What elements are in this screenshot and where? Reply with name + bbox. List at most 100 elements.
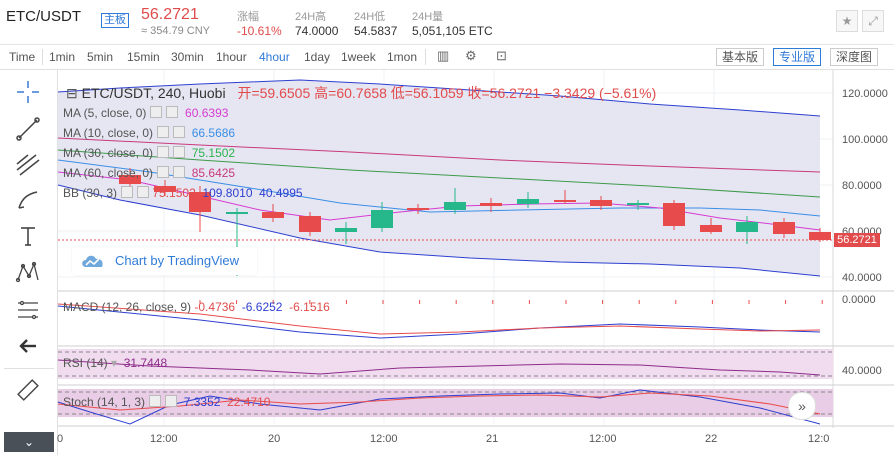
stoch-legend: Stoch (14, 1, 3) 7.3352 22.4710 (63, 395, 271, 409)
candle-body (154, 186, 176, 192)
candle-body (627, 203, 649, 205)
stoch-d-line (57, 392, 821, 415)
macd-legend: MACD (12, 26, close, 9) -0.4736 -6.6252 … (63, 300, 330, 314)
cny-price: ≈ 354.79 CNY (141, 25, 211, 37)
brush-icon[interactable] (14, 186, 42, 214)
change-label: 涨幅 (237, 11, 259, 23)
candle-body (189, 192, 211, 212)
crosshair-icon[interactable] (14, 78, 42, 106)
candle-body (554, 200, 576, 202)
time-axis-label: 20 (268, 433, 281, 445)
star-icon[interactable]: ★ (836, 10, 858, 32)
low-value: 54.5837 (354, 24, 398, 38)
candle-body (335, 228, 357, 232)
chart-toolbar: Time 1min 5min 15min 30min 1hour 4hour 1… (0, 45, 894, 70)
volume-value: 5,051,105 ETC (412, 24, 493, 38)
ohlc-values: 开=59.6505 高=60.7658 低=56.1059 收=56.2721 … (237, 85, 657, 101)
candle-body (663, 203, 685, 226)
board-badge: 主板 (101, 13, 129, 28)
tradingview-logo[interactable]: Chart by TradingView (72, 247, 257, 275)
screenshot-icon[interactable]: ⊡ (496, 48, 507, 63)
candle-body (590, 200, 612, 206)
legend-toggle-icon[interactable]: ⊟ (66, 85, 78, 101)
bb-lower-line (57, 184, 821, 277)
current-price-tag: 56.2721 (834, 233, 880, 247)
symbol-title: ETC/USDT, 240, Huobi (81, 85, 226, 101)
tradingview-cloud-icon (82, 255, 103, 267)
change-value: -10.61% (237, 24, 282, 38)
price-axis-label: 120.0000 (842, 88, 888, 100)
pattern-icon[interactable] (14, 258, 42, 286)
last-price: 56.2721 (141, 6, 199, 23)
ma10-legend: MA (10, close, 0) 66.5686 (63, 126, 236, 140)
candle-body (700, 225, 722, 232)
view-pro-button[interactable]: 专业版 (773, 48, 822, 66)
time-axis-label: 21 (486, 433, 499, 445)
tradingview-text: Chart by TradingView (115, 253, 240, 268)
scroll-to-realtime-button[interactable]: » (788, 392, 816, 420)
candle-body (262, 212, 284, 218)
bb-legend: BB (30, 3) 75.1502 109.8010 40.4995 (63, 186, 303, 200)
pair-name: ETC/USDT (6, 8, 81, 25)
rsi-band (58, 349, 833, 379)
back-arrow-icon[interactable] (14, 332, 42, 360)
macd-signal-line (57, 303, 821, 335)
ma60-line (57, 137, 821, 173)
ruler-icon[interactable] (14, 376, 42, 404)
tf-1week[interactable]: 1week (341, 50, 376, 64)
drawing-toolbar: ⌄ (0, 70, 58, 455)
candle-body (119, 175, 141, 184)
candle-body (773, 222, 795, 234)
tf-1min[interactable]: 1min (49, 50, 76, 64)
ma60-legend: MA (60, close, 0) 85.6425 (63, 166, 236, 180)
candle-body (517, 199, 539, 204)
stoch-band (58, 389, 833, 417)
tf-time[interactable]: Time (9, 50, 36, 64)
rsi-axis-label: 40.0000 (842, 365, 882, 377)
trendline-icon[interactable] (14, 115, 42, 143)
collapse-toolbar-button[interactable]: ⌄ (4, 432, 54, 452)
tf-15min[interactable]: 15min (127, 50, 160, 64)
tf-1hour[interactable]: 1hour (216, 50, 247, 64)
time-axis-label: 12:00 (589, 433, 617, 445)
fullscreen-icon[interactable]: ⤢ (862, 10, 884, 32)
bb-upper-line (57, 79, 821, 117)
rsi-line (57, 359, 821, 376)
high-label: 24H高 (295, 11, 327, 23)
candle-body (444, 202, 466, 210)
candle-body (809, 232, 831, 240)
price-axis-label: 100.0000 (842, 134, 888, 146)
rsi-legend: RSI (14) ▾ 31.7448 (63, 356, 168, 370)
price-axis-label: 80.0000 (842, 180, 882, 192)
view-basic-button[interactable]: 基本版 (716, 48, 765, 66)
view-depth-button[interactable]: 深度图 (830, 48, 879, 66)
time-axis-label: 12:00 (370, 433, 398, 445)
chart-header-legend: ⊟ ETC/USDT, 240, Huobi 开=59.6505 高=60.76… (66, 83, 656, 103)
bollinger-band (58, 80, 820, 276)
settings-icon[interactable]: ⚙ (465, 48, 477, 63)
tf-5min[interactable]: 5min (87, 50, 114, 64)
ma30-legend: MA (30, close, 0) 75.1502 (63, 146, 236, 160)
tf-30min[interactable]: 30min (171, 50, 204, 64)
tf-1day[interactable]: 1day (304, 50, 331, 64)
high-value: 74.0000 (295, 24, 339, 38)
ticker-header: ETC/USDT 主板 56.2721 ≈ 354.79 CNY 涨幅 -10.… (0, 0, 894, 45)
volume-label: 24H量 (412, 11, 444, 23)
candle-body (407, 208, 429, 210)
candle-body (299, 216, 321, 232)
ma5-legend: MA (5, close, 0) 60.6393 (63, 106, 229, 120)
indicators-icon[interactable]: ▥ (437, 48, 450, 63)
fib-retracement-icon[interactable] (14, 296, 42, 324)
time-axis-label: 12:00 (150, 433, 178, 445)
candle-body (480, 203, 502, 206)
ma30-line (57, 149, 821, 198)
candle-body (226, 212, 248, 214)
parallel-channel-icon[interactable] (14, 150, 42, 178)
tf-1mon[interactable]: 1mon (387, 50, 418, 64)
candle-body (736, 222, 758, 232)
text-tool-icon[interactable] (14, 222, 42, 250)
macd-axis-label: 0.0000 (842, 294, 876, 306)
tf-4hour[interactable]: 4hour (259, 50, 290, 64)
candle-body (371, 210, 393, 228)
